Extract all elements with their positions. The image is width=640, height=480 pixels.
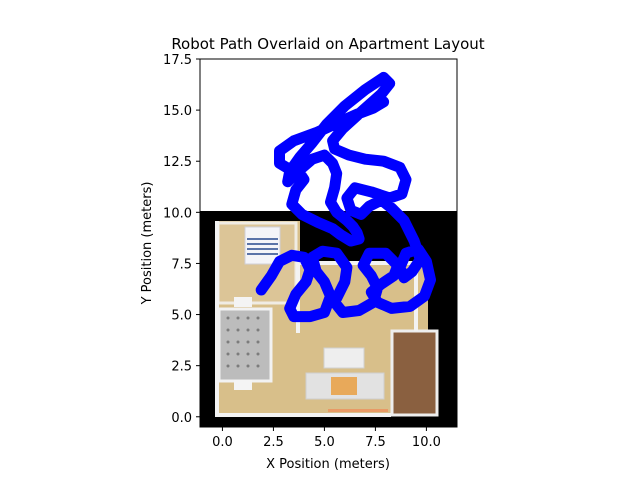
wall-bottom <box>215 413 391 417</box>
x-axis-label: X Position (meters) <box>266 457 390 472</box>
x-axis-ticks: 0.0 2.5 5.0 7.5 10.0 <box>212 427 441 450</box>
y-axis-ticks: 0.0 2.5 5.0 7.5 10.0 12.5 15.0 17.5 <box>163 53 200 426</box>
orange-trim <box>328 409 388 412</box>
y-tick-label: 5.0 <box>171 309 192 324</box>
wall-top <box>296 261 416 265</box>
wall-left <box>215 221 219 417</box>
y-tick-label: 2.5 <box>171 360 192 375</box>
sofa <box>323 347 365 369</box>
coffee-table <box>331 377 357 395</box>
y-tick-label: 0.0 <box>171 411 192 426</box>
x-tick-label: 5.0 <box>314 435 335 450</box>
x-tick-label: 2.5 <box>263 435 284 450</box>
chair-bottom <box>234 380 252 390</box>
y-tick-label: 12.5 <box>163 155 192 170</box>
dining-dots <box>226 316 260 368</box>
y-tick-label: 17.5 <box>163 53 192 68</box>
chair-top <box>234 297 252 307</box>
chart-title: Robot Path Overlaid on Apartment Layout <box>171 35 484 53</box>
y-tick-label: 7.5 <box>171 257 192 272</box>
x-tick-label: 0.0 <box>212 435 233 450</box>
bed-stripes <box>247 238 278 255</box>
y-tick-label: 15.0 <box>163 104 192 119</box>
x-tick-label: 7.5 <box>365 435 386 450</box>
bed <box>244 226 281 265</box>
plot-frame <box>199 58 458 428</box>
plot-area <box>199 58 458 428</box>
y-tick-label: 10.0 <box>163 206 192 221</box>
wood-room <box>390 329 439 417</box>
dining-table <box>217 307 273 383</box>
x-tick-label: 10.0 <box>412 435 441 450</box>
robot-path-line <box>255 71 436 323</box>
y-axis-label: Y Position (meters) <box>140 182 155 306</box>
